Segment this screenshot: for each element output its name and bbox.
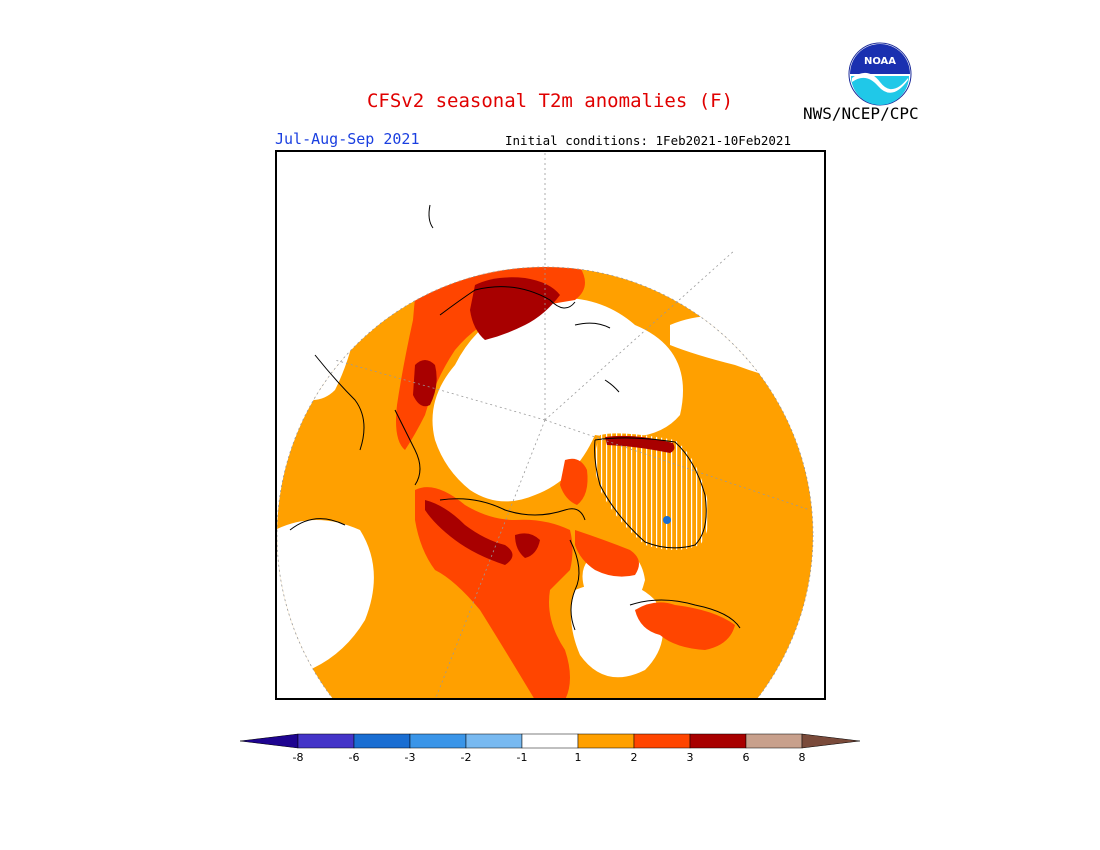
colorbar-tick-label: -6 [349,751,360,764]
colorbar-tick-label: 8 [799,751,806,764]
colorbar-bin [465,733,523,749]
colorbar-tick-label: 6 [743,751,750,764]
noaa-logo: NOAA [848,42,912,106]
colorbar-bin [689,733,747,749]
colorbar-right-arrow [801,733,861,749]
yakutia-3to6-region [413,360,437,407]
colorbar: -8 -6 -3 -2 -1 1 2 3 6 8 [239,733,861,764]
greenland-cool-spot [663,516,671,524]
colorbar-bin [297,733,355,749]
siberia-3to6-region [470,277,560,340]
colorbar-tick-label: -2 [461,751,472,764]
colorbar-bin [633,733,691,749]
colorbar-tick-label: -1 [517,751,528,764]
greenland-near-normal [595,433,709,550]
colorbar-left-arrow [239,733,299,749]
logo-text: NOAA [864,56,896,67]
colorbar-tick-label: -8 [293,751,304,764]
arctic-ocean-near-normal [432,297,683,502]
initial-conditions: Initial conditions: 1Feb2021-10Feb2021 [505,133,791,148]
colorbar-bin [409,733,467,749]
scandinavia-2to3-region [635,602,735,650]
colorbar-tick-label: -3 [405,751,416,764]
agency-label: NWS/NCEP/CPC [803,104,919,123]
chart-title: CFSv2 seasonal T2m anomalies (F) [366,90,734,112]
colorbar-bin [521,733,579,749]
northeast-pacific-near-normal [277,520,374,680]
map-border [275,150,826,700]
anomaly-map [275,150,826,700]
barents-2to3-region [560,458,588,505]
northeast-canada-2to3-region [575,530,639,577]
colorbar-tick-label: 1 [575,751,582,764]
colorbar-bin [353,733,411,749]
colorbar-tick-label: 2 [631,751,638,764]
forecast-period: Jul-Aug-Sep 2021 [275,130,420,148]
coastlines [289,204,741,631]
colorbar-bin [577,733,635,749]
anomaly-field [277,267,813,699]
alaska-3to6-region [425,500,513,565]
canada-arctic-3to6-region [515,533,540,558]
colorbar-tick-label: 3 [687,751,694,764]
colorbar-bin [745,733,803,749]
